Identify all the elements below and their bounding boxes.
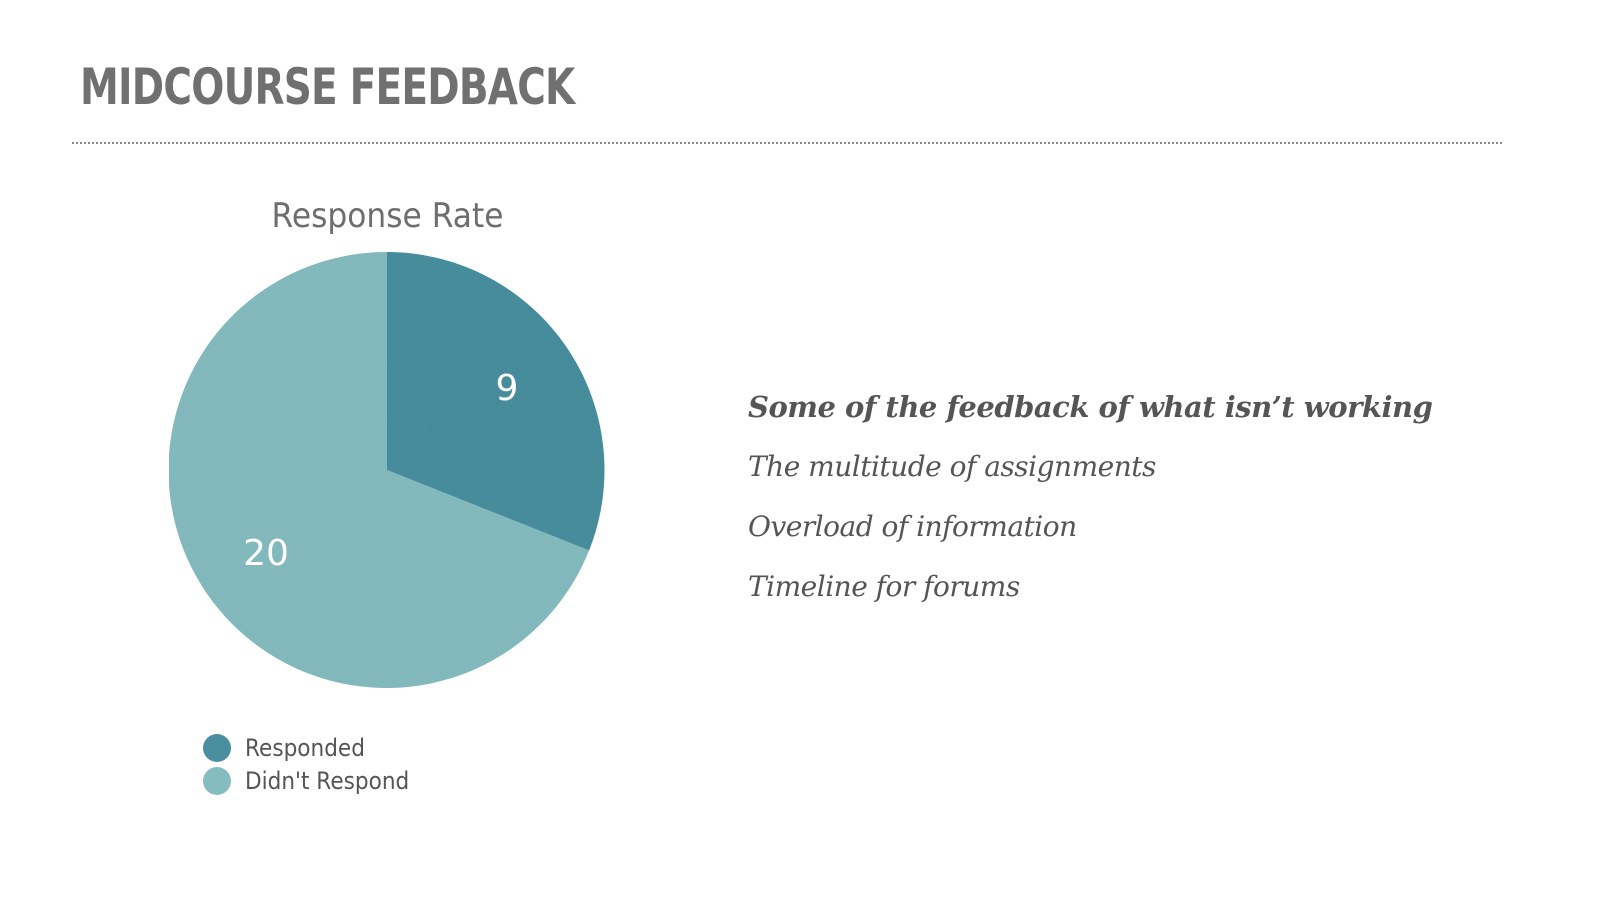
pie-slice-responded	[387, 252, 605, 551]
feedback-heading: Some of the feedback of what isn’t worki…	[748, 390, 1433, 424]
pie-label-didnt-respond: 20	[243, 533, 289, 574]
slide-title: MIDCOURSE FEEDBACK	[80, 58, 575, 116]
feedback-item: Timeline for forums	[748, 570, 1020, 603]
dotted-divider	[72, 142, 1502, 144]
legend-label: Responded	[245, 733, 365, 762]
chart-legend: Responded Didn't Respond	[203, 731, 427, 797]
feedback-list: Some of the feedback of what isn’t worki…	[748, 382, 1433, 622]
legend-item-didnt-respond: Didn't Respond	[203, 764, 427, 797]
legend-label: Didn't Respond	[245, 766, 410, 795]
chart-title: Response Rate	[271, 196, 504, 236]
legend-swatch-icon	[203, 733, 231, 762]
pie-slice-didnt-respond	[169, 252, 590, 688]
pie-label-responded: 9	[496, 368, 519, 409]
pie-chart: 9 20	[169, 252, 605, 688]
legend-swatch-icon	[203, 766, 231, 795]
feedback-item: The multitude of assignments	[748, 450, 1156, 483]
feedback-item: Overload of information	[748, 510, 1077, 543]
legend-item-responded: Responded	[203, 731, 427, 764]
